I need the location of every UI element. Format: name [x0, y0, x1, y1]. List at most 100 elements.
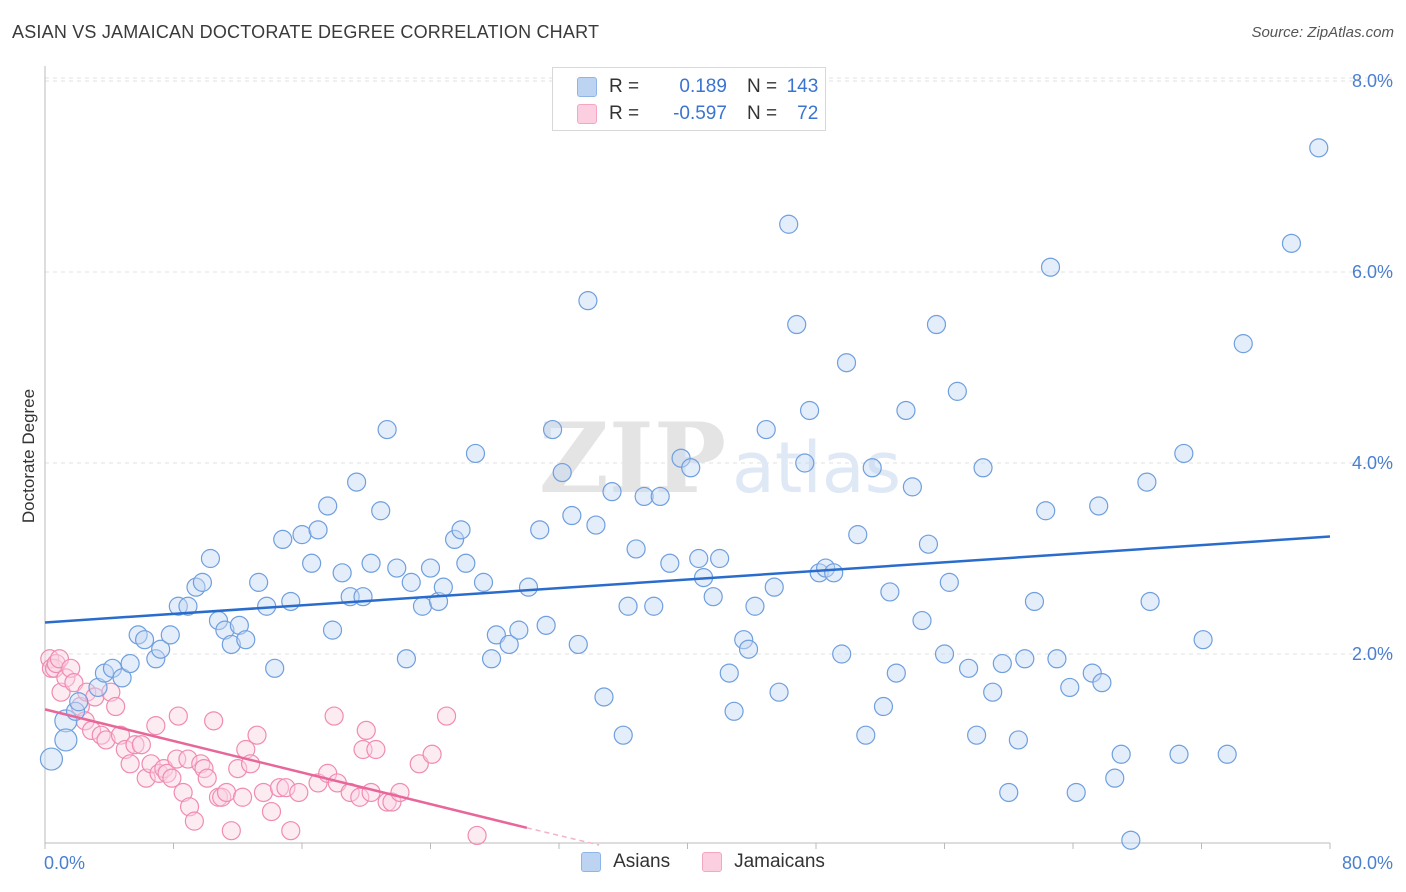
asians-swatch: [581, 852, 602, 872]
asian-point: [934, 644, 955, 664]
jamaican-point: [253, 782, 274, 803]
asian-point: [886, 663, 906, 683]
jamaican-point: [61, 658, 81, 678]
asian-point: [1092, 673, 1112, 693]
legend-r-label: R =: [609, 103, 655, 124]
asian-point: [518, 577, 539, 597]
asian-point: [710, 548, 730, 569]
asian-point: [992, 653, 1012, 674]
asian-point: [568, 634, 588, 655]
asian-point: [644, 596, 664, 616]
legend-row-asians: R = 0.189 N = 143: [577, 75, 818, 99]
asian-point: [832, 644, 852, 664]
watermark-zip: ZIP: [539, 402, 726, 515]
asian-point: [401, 572, 421, 592]
asian-point: [88, 677, 108, 698]
jamaicans-r-value: -0.597: [673, 103, 727, 124]
legend-row-jamaicans: R = -0.597 N = 72: [577, 102, 818, 126]
jamaican-point: [324, 706, 344, 726]
asian-point: [249, 572, 269, 592]
jamaican-point: [269, 778, 290, 798]
asian-point: [562, 505, 582, 526]
jamaican-point: [96, 730, 116, 750]
asian-point: [347, 472, 367, 492]
asian-point: [377, 419, 397, 440]
asian-point: [939, 572, 959, 592]
jamaican-point: [261, 801, 282, 822]
jamaican-point: [204, 711, 224, 731]
asian-point: [719, 663, 739, 683]
asians-swatch: [577, 77, 597, 97]
asian-point: [1024, 591, 1045, 612]
watermark-atlas: atlas: [732, 427, 901, 509]
asian-point: [1281, 233, 1302, 253]
asian-point: [586, 515, 606, 535]
asian-point: [396, 649, 417, 669]
asian-point: [618, 596, 638, 616]
asian-point: [151, 639, 171, 659]
bottom-legend-jamaicans: Jamaicans: [702, 851, 825, 873]
asian-point: [308, 520, 328, 540]
asian-point: [926, 314, 947, 335]
y-tick-label: 4.0%: [1352, 453, 1393, 473]
asian-point: [795, 453, 815, 473]
asian-point: [433, 577, 453, 597]
asian-point: [353, 587, 373, 607]
asian-point: [536, 615, 556, 635]
jamaicans-legend-label: Jamaicans: [734, 851, 825, 872]
jamaican-point: [232, 787, 253, 807]
jamaican-point: [276, 778, 296, 798]
asian-point: [1015, 649, 1035, 669]
jamaican-point: [247, 725, 267, 745]
jamaican-point: [216, 782, 237, 803]
watermark: ZIPatlas: [539, 402, 901, 515]
jamaican-point: [64, 673, 84, 693]
asian-point: [229, 615, 249, 635]
asian-point: [578, 291, 598, 311]
jamaican-point: [467, 825, 487, 846]
asian-point: [215, 620, 235, 640]
asian-point: [112, 668, 132, 688]
asian-point: [873, 696, 894, 717]
asian-point: [420, 558, 441, 578]
asian-point: [756, 419, 776, 440]
asian-point: [322, 620, 343, 640]
asian-point: [947, 381, 967, 401]
asian-point: [1309, 138, 1329, 158]
asian-point: [958, 658, 979, 678]
jamaican-point: [422, 744, 442, 764]
jamaican-point: [184, 811, 204, 831]
jamaican-point: [120, 754, 140, 774]
asian-point: [552, 462, 572, 483]
asian-point: [530, 520, 550, 540]
asian-point: [896, 400, 916, 421]
asian-point: [1193, 630, 1213, 650]
asian-point: [880, 582, 900, 602]
asian-point: [787, 314, 807, 335]
asian-point: [1233, 334, 1253, 354]
asian-point: [967, 725, 987, 745]
asian-point: [912, 610, 932, 631]
asian-point: [456, 553, 476, 573]
asian-point: [1105, 768, 1125, 788]
asian-point: [724, 701, 744, 721]
asian-point: [703, 587, 723, 607]
asian-point: [602, 482, 622, 502]
asian-point: [1111, 744, 1131, 764]
jamaican-point: [173, 782, 193, 803]
asian-point: [1047, 649, 1067, 669]
asian-point: [371, 501, 391, 521]
asian-point: [1060, 677, 1080, 698]
jamaican-point: [350, 787, 370, 807]
asian-point: [146, 649, 166, 669]
y-tick-label: 6.0%: [1352, 262, 1393, 282]
asians-legend-label: Asians: [613, 851, 671, 872]
asian-point: [660, 553, 680, 573]
asian-point: [734, 630, 754, 650]
asian-point: [862, 458, 882, 478]
y-tick-label: 8.0%: [1352, 71, 1393, 91]
asians-r-value: 0.189: [679, 76, 727, 97]
asian-point: [1066, 782, 1086, 803]
asian-point: [178, 596, 198, 616]
